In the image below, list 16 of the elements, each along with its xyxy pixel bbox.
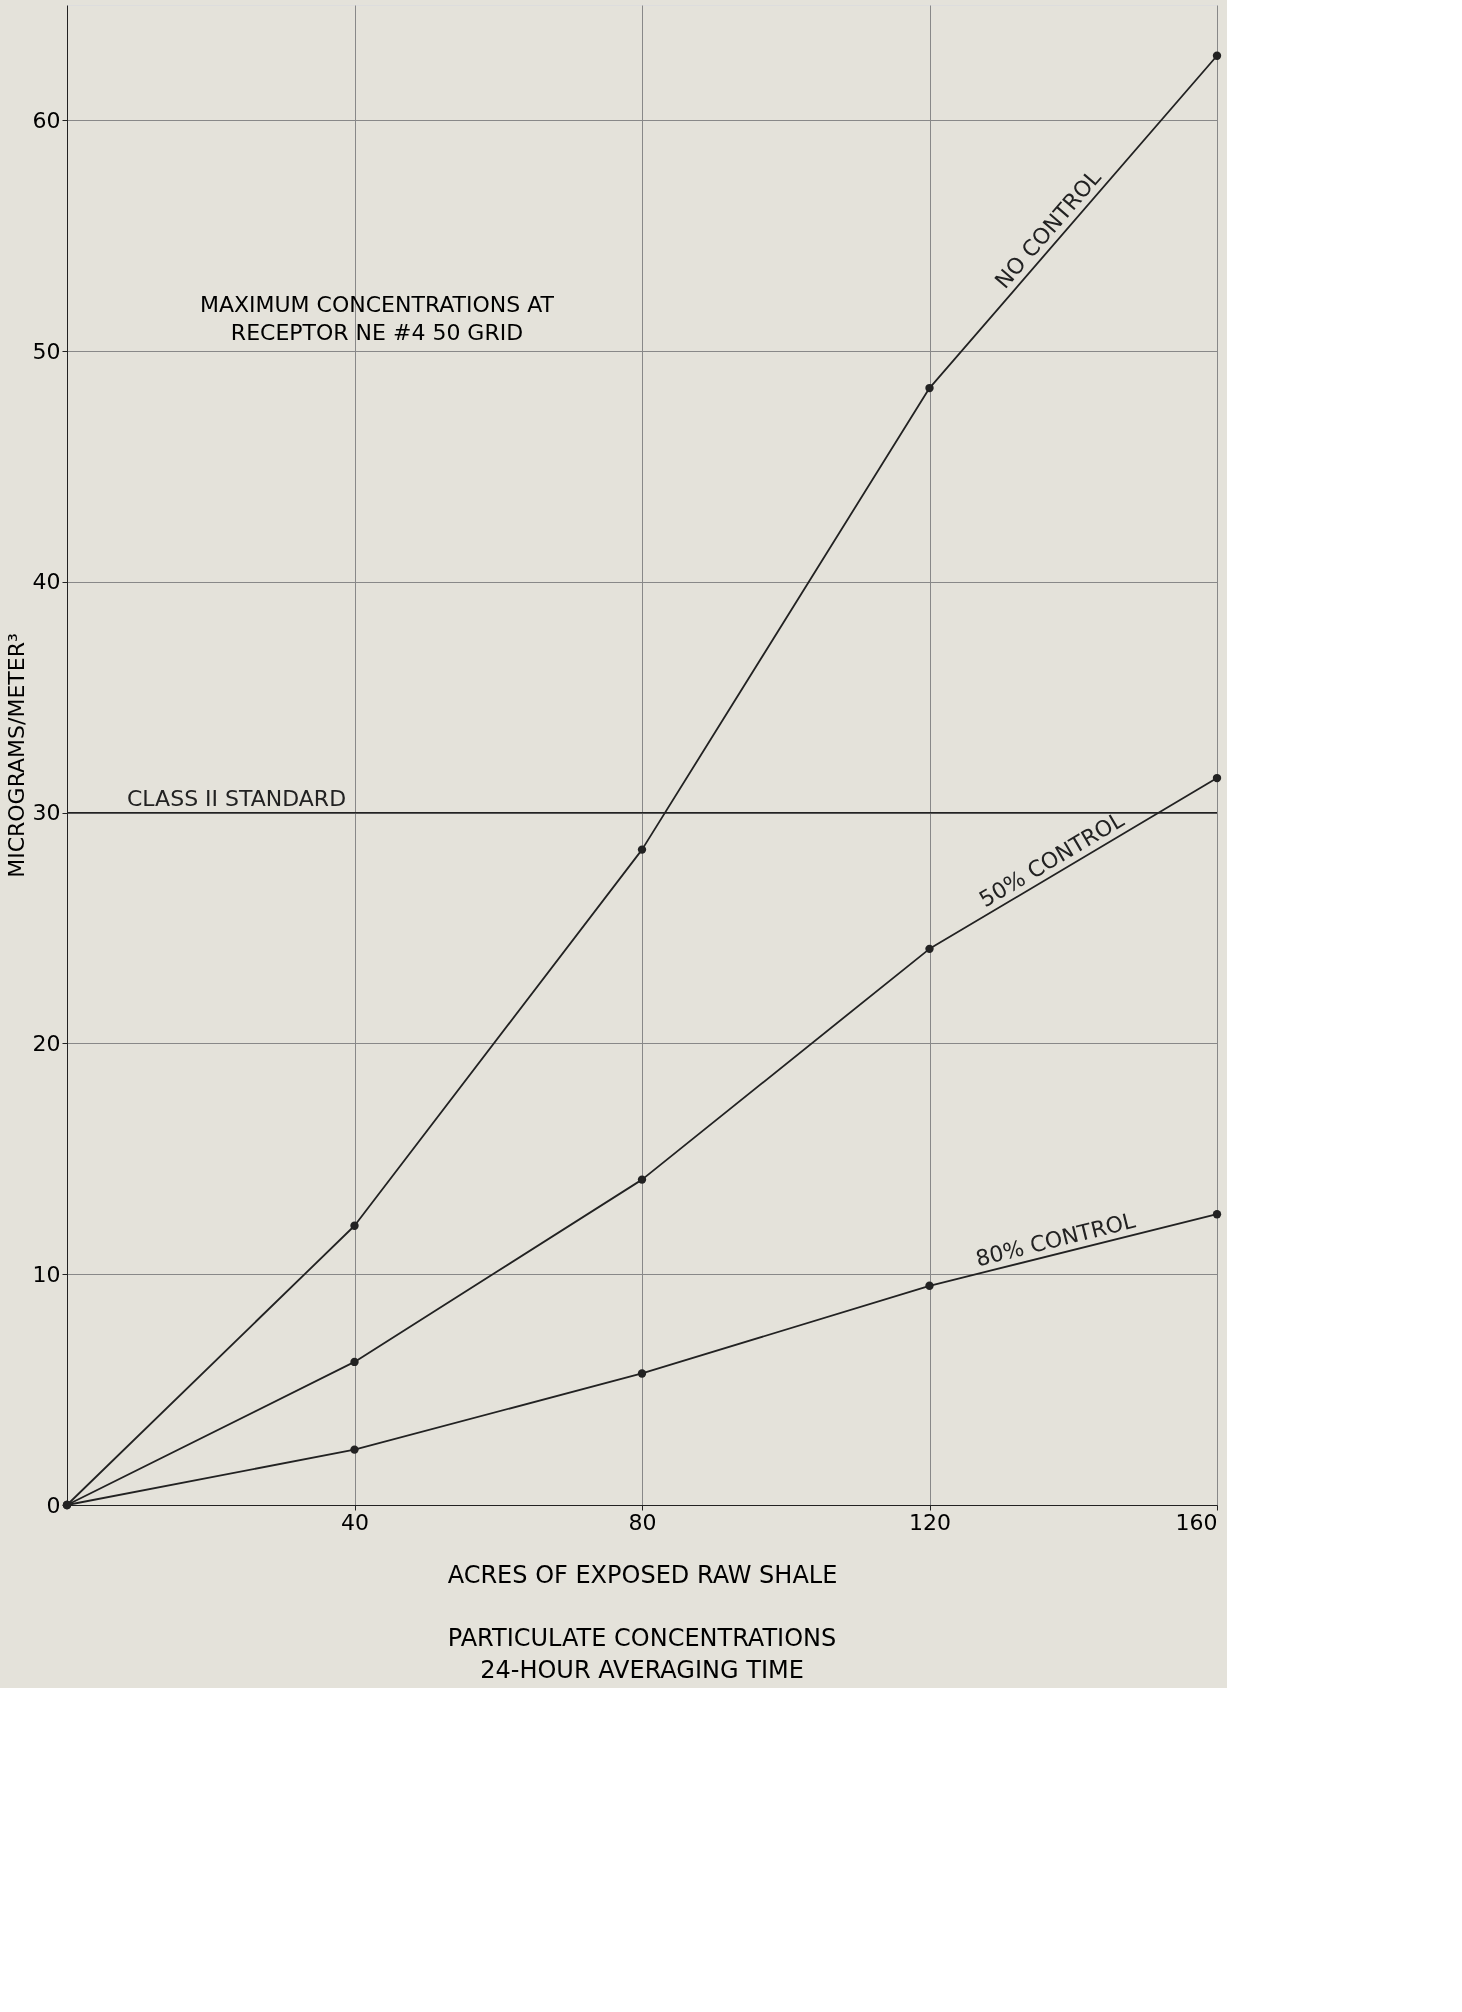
x-tick-label: 80 xyxy=(628,1509,657,1535)
x-tick-label: 160 xyxy=(1175,1509,1218,1535)
y-tick-label: 20 xyxy=(32,1030,61,1056)
x-axis-title: ACRES OF EXPOSED RAW SHALE xyxy=(447,1560,838,1589)
y-tick-label: 0 xyxy=(46,1492,61,1518)
y-tick-label: 60 xyxy=(32,107,61,133)
y-tick-label: 10 xyxy=(32,1261,61,1287)
x-tick-label: 120 xyxy=(909,1509,951,1535)
annotation: MAXIMUM CONCENTRATIONS AT RECEPTOR NE #4 50 GRID xyxy=(199,292,555,345)
x-tick-label: 40 xyxy=(341,1509,369,1535)
y-tick-label: 30 xyxy=(32,800,61,826)
y-tick-label: 40 xyxy=(32,569,61,595)
y-tick-label: 50 xyxy=(32,338,61,364)
y-axis-title: MICROGRAMS/METER³ xyxy=(3,633,29,878)
ref-line-label: CLASS II STANDARD xyxy=(127,785,347,811)
text: PARTICULATE CONCENTRATIONS 24-HOUR AVERAGING TIME xyxy=(447,1624,837,1684)
